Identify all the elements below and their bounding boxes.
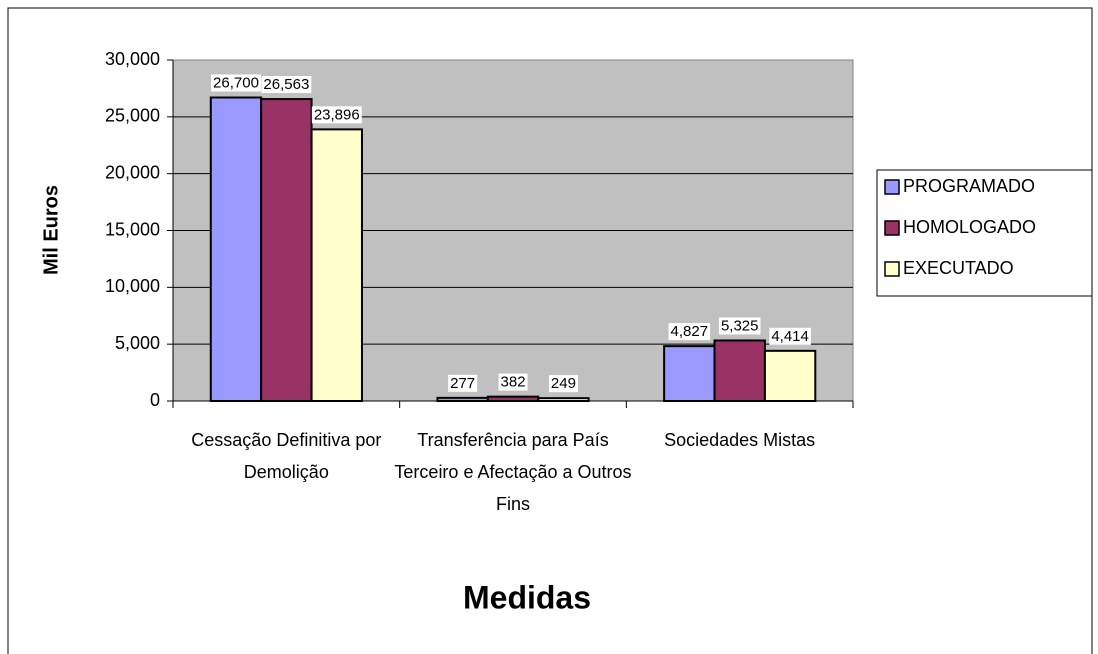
data-label: 5,325 (721, 317, 759, 334)
y-tick-label: 30,000 (105, 49, 160, 69)
y-tick-label: 10,000 (105, 276, 160, 296)
legend-swatch (884, 179, 900, 195)
data-label-bg (211, 74, 261, 92)
data-label-bg (448, 374, 478, 392)
y-tick-label: 20,000 (105, 162, 160, 182)
y-tick-label: 0 (150, 390, 160, 410)
data-label-bg (311, 106, 362, 124)
x-axis-title: Medidas (463, 579, 591, 615)
data-label: 249 (551, 375, 576, 392)
data-label-bg (769, 327, 811, 345)
legend-label: PROGRAMADO (903, 176, 1035, 196)
x-tick-label-box: Sociedades Mistas (664, 430, 816, 450)
legend-swatch (884, 220, 900, 236)
data-label-bg (548, 375, 578, 393)
x-tick-label-box: Transferência para País Terceiro e Afect… (394, 430, 632, 514)
data-label-bg (261, 76, 312, 94)
legend-swatch (884, 261, 900, 277)
legend (876, 169, 1093, 297)
bar (537, 397, 590, 403)
x-tick-label: Transferência para País Terceiro e Afect… (394, 430, 632, 514)
bar (209, 96, 263, 402)
x-tick-label: Sociedades Mistas (664, 430, 816, 450)
x-tick-label: Cessação Definitiva por Demolição (191, 430, 382, 482)
y-axis-title: Mil Euros (40, 185, 62, 275)
data-label: 26,700 (213, 74, 259, 91)
data-label-bg (668, 323, 711, 341)
data-label-bg (718, 317, 761, 335)
y-tick-label: 25,000 (105, 106, 160, 126)
data-label: 382 (501, 374, 526, 391)
legend-label: HOMOLOGADO (903, 217, 1036, 237)
data-label: 4,827 (671, 323, 709, 340)
bar (436, 396, 489, 403)
data-label: 4,414 (771, 328, 809, 345)
x-tick-label-box: Cessação Definitiva por Demolição (191, 430, 382, 482)
data-label-bg (498, 373, 528, 391)
data-label: 23,896 (314, 106, 360, 123)
bar (260, 98, 313, 402)
bar (713, 339, 766, 403)
legend-label: EXECUTADO (903, 258, 1014, 278)
y-tick-label: 15,000 (105, 219, 160, 239)
y-tick-label: 5,000 (115, 333, 160, 353)
bar (310, 128, 363, 402)
bar (486, 395, 540, 402)
data-label: 26,563 (263, 76, 309, 93)
bar (663, 345, 716, 402)
data-label: 277 (450, 375, 475, 392)
bar (763, 349, 817, 403)
